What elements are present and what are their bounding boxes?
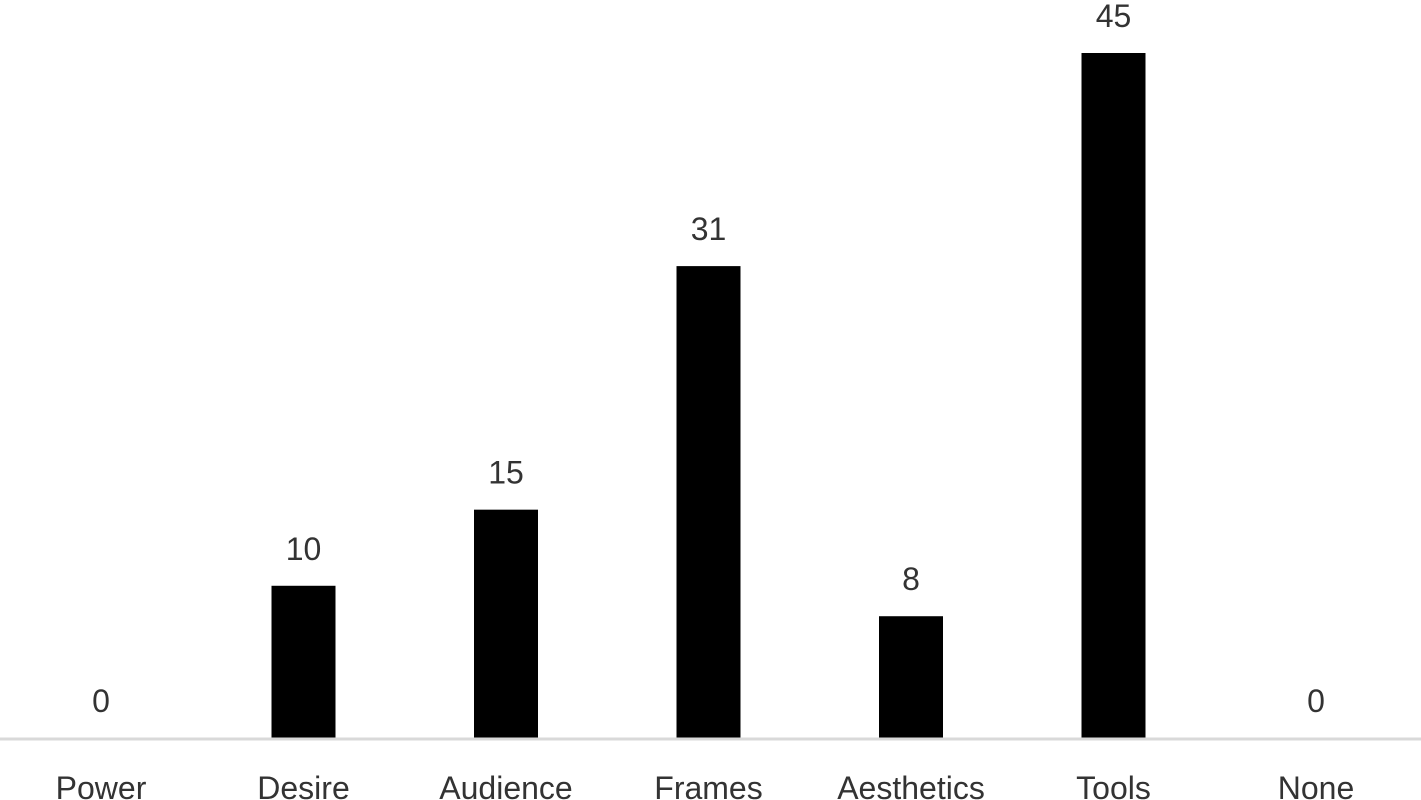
- category-label-power: Power: [56, 770, 147, 800]
- data-label-desire: 10: [286, 531, 322, 567]
- category-label-desire: Desire: [257, 770, 349, 800]
- category-label-aesthetics: Aesthetics: [837, 770, 985, 800]
- category-label-none: None: [1278, 770, 1355, 800]
- category-label-audience: Audience: [439, 770, 572, 800]
- data-label-tools: 45: [1096, 0, 1132, 34]
- bars-group: [271, 53, 1146, 738]
- bar-frames: [676, 266, 741, 738]
- category-label-tools: Tools: [1076, 770, 1151, 800]
- category-label-frames: Frames: [654, 770, 762, 800]
- data-labels-group: 0 10 15 31 8 45 0: [92, 0, 1325, 719]
- data-label-frames: 31: [691, 211, 727, 247]
- data-label-power: 0: [92, 683, 110, 719]
- data-label-none: 0: [1307, 683, 1325, 719]
- category-labels-group: Power Desire Audience Frames Aesthetics Tools…: [56, 770, 1355, 800]
- data-label-audience: 15: [488, 455, 524, 491]
- data-label-aesthetics: 8: [902, 561, 920, 597]
- bar-audience: [474, 509, 538, 738]
- bar-desire: [271, 585, 336, 738]
- bar-tools: [1081, 53, 1146, 738]
- bar-aesthetics: [879, 616, 943, 738]
